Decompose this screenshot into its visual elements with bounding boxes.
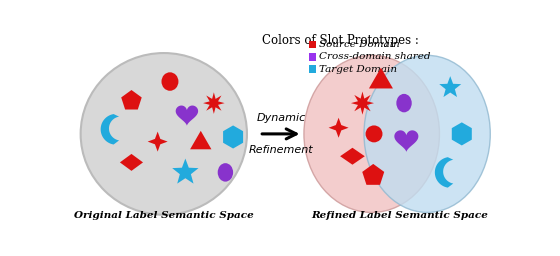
Ellipse shape: [81, 53, 247, 215]
Text: Target Domain: Target Domain: [319, 65, 396, 74]
Polygon shape: [394, 130, 418, 152]
Text: Source Domain: Source Domain: [319, 40, 399, 49]
Text: Cross-domain shared: Cross-domain shared: [319, 52, 430, 61]
Polygon shape: [121, 90, 142, 110]
Polygon shape: [439, 76, 461, 97]
Polygon shape: [452, 122, 472, 145]
Bar: [309, 41, 316, 48]
Polygon shape: [223, 125, 243, 148]
Polygon shape: [190, 131, 212, 149]
Polygon shape: [120, 154, 143, 171]
Polygon shape: [435, 157, 453, 188]
Polygon shape: [203, 92, 225, 114]
Bar: [309, 65, 316, 73]
Polygon shape: [369, 68, 393, 89]
Text: Refinement: Refinement: [249, 145, 313, 155]
Polygon shape: [329, 118, 348, 138]
Ellipse shape: [161, 72, 179, 91]
Ellipse shape: [304, 55, 440, 212]
Ellipse shape: [366, 125, 382, 142]
Polygon shape: [148, 132, 167, 152]
Polygon shape: [351, 92, 374, 115]
Text: Refined Label Semantic Space: Refined Label Semantic Space: [311, 211, 488, 220]
Polygon shape: [340, 148, 365, 165]
Text: Colors of Slot Prototypes :: Colors of Slot Prototypes :: [263, 34, 419, 47]
Polygon shape: [362, 164, 384, 185]
Polygon shape: [101, 114, 119, 144]
Text: Dynamic: Dynamic: [256, 113, 305, 123]
Bar: [309, 53, 316, 61]
Polygon shape: [176, 105, 198, 126]
Ellipse shape: [218, 163, 233, 182]
Polygon shape: [172, 158, 199, 184]
Ellipse shape: [396, 94, 412, 112]
Text: Original Label Semantic Space: Original Label Semantic Space: [74, 211, 254, 220]
Ellipse shape: [364, 55, 491, 212]
